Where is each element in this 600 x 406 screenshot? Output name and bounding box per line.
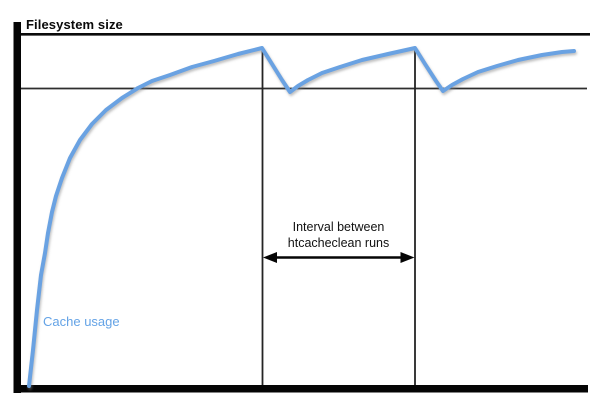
cache-usage-label: Cache usage (43, 314, 120, 329)
x-axis (13, 385, 588, 393)
interval-arrow-right-head (400, 252, 415, 263)
filesystem-size-label: Filesystem size (26, 17, 123, 32)
interval-annotation-line2: htcacheclean runs (287, 236, 390, 250)
cache-usage-curve (27, 46, 576, 388)
y-axis (13, 22, 21, 393)
interval-annotation-line1: Interval between (292, 220, 385, 234)
interval-arrow-left-head (263, 252, 277, 263)
interval-annotation: Interval between htcacheclean runs (262, 219, 415, 251)
